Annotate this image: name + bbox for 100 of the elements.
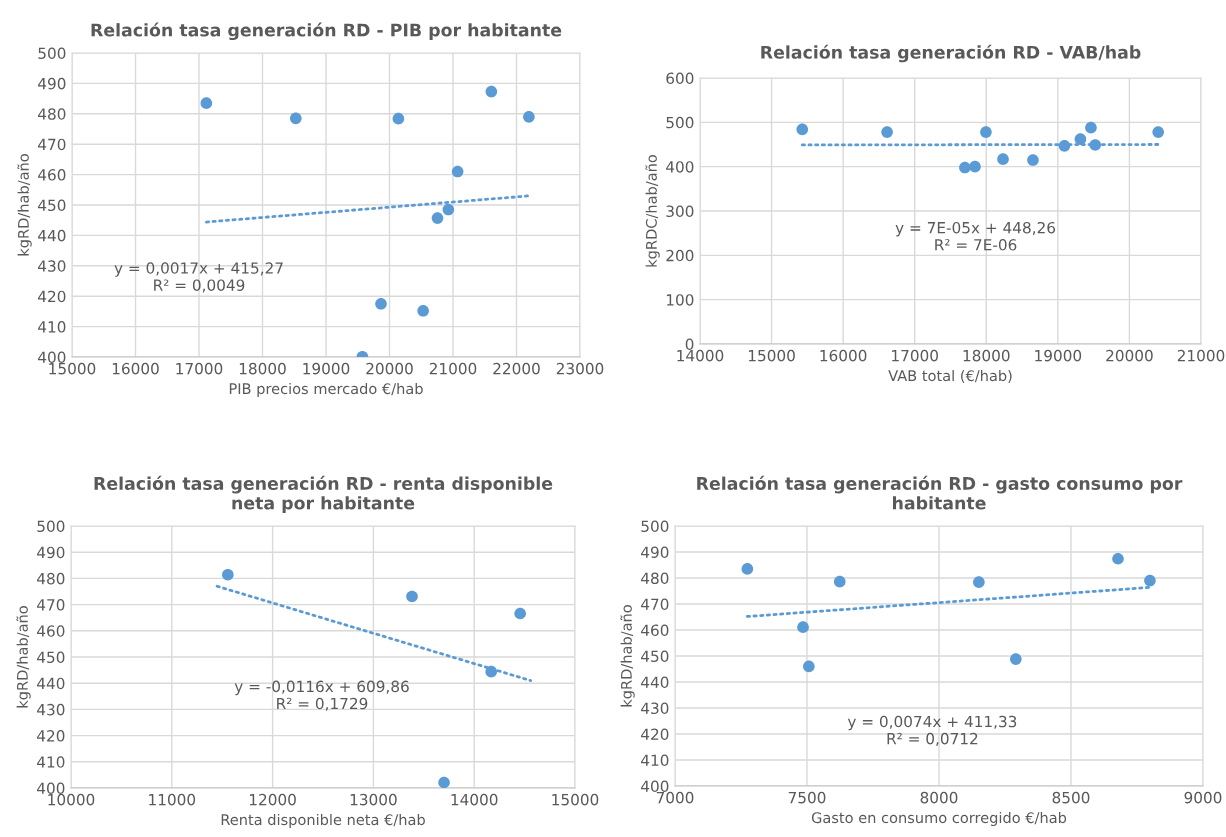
y-tick-label: 420 <box>37 730 65 742</box>
y-tick-label: 300 <box>666 205 694 218</box>
y-tick-label: 400 <box>37 782 65 795</box>
y-tick-label: 450 <box>37 651 65 664</box>
annotation: y = 0,0074x + 411,33 R² = 0,0712 <box>847 715 1017 746</box>
y-tick-label: 400 <box>641 780 669 793</box>
x-tick-label: 19000 <box>303 362 350 375</box>
x-tick-label: 14000 <box>677 349 724 362</box>
point <box>1085 121 1097 134</box>
point <box>523 111 535 123</box>
y-tick-label: 0 <box>685 338 694 351</box>
y-tick-label: 500 <box>37 520 65 533</box>
y-tick-label: 480 <box>38 108 66 120</box>
y-tick-label: 500 <box>666 116 694 129</box>
chart-title: Relación tasa generación RD - gasto consumo por habitante <box>697 475 1183 510</box>
y-tick-label: 440 <box>641 676 669 689</box>
y-tick-label: 470 <box>38 138 66 151</box>
y-tick-label: 460 <box>37 625 65 637</box>
point <box>1074 133 1087 145</box>
chart-title: Relación tasa generación RD - PIB por habitante <box>91 22 562 41</box>
y-tick-label: 410 <box>37 756 65 768</box>
point <box>1089 139 1102 151</box>
point <box>485 665 498 678</box>
point <box>1058 140 1071 152</box>
x-tick-label: 17000 <box>892 349 938 362</box>
x-axis-title: Gasto en consumo corregido €/hab <box>811 811 1067 827</box>
point <box>959 161 971 174</box>
x-tick-label: 20000 <box>366 362 413 375</box>
x-tick-label: 23000 <box>556 362 604 375</box>
x-tick-label: 16000 <box>112 362 159 375</box>
x-tick-label: 15000 <box>49 362 96 375</box>
point <box>1027 154 1039 166</box>
point <box>969 160 981 173</box>
x-axis-title: PIB precios mercado €/hab <box>229 382 423 398</box>
x-tick-label: 8500 <box>1052 791 1090 804</box>
y-tick-label: 430 <box>641 702 669 715</box>
y-tick-label: 430 <box>38 260 66 272</box>
point <box>741 563 754 575</box>
point <box>973 576 985 588</box>
x-tick-label: 18000 <box>963 349 1010 362</box>
point <box>514 607 526 620</box>
point <box>375 297 387 310</box>
y-tick-label: 430 <box>37 703 65 716</box>
y-tick-label: 480 <box>37 572 65 585</box>
x-tick-label: 15000 <box>552 793 599 806</box>
y-tick-label: 420 <box>38 290 66 303</box>
x-tick-label: 13000 <box>350 793 397 806</box>
point <box>833 575 846 588</box>
y-tick-label: 600 <box>666 72 694 85</box>
x-tick-label: 11000 <box>149 793 196 806</box>
point <box>200 97 213 109</box>
point <box>289 112 302 125</box>
point <box>1152 126 1165 138</box>
point <box>392 112 405 125</box>
y-tick-label: 440 <box>38 229 66 242</box>
point <box>222 568 234 581</box>
y-tick-label: 200 <box>666 249 694 262</box>
x-tick-label: 19000 <box>1035 349 1082 362</box>
x-tick-label: 8000 <box>920 791 958 804</box>
x-tick-label: 20000 <box>1106 349 1153 362</box>
y-tick-label: 470 <box>37 599 65 611</box>
y-axis-title: kgRDC/hab/año <box>645 154 660 267</box>
y-tick-label: 100 <box>666 294 694 306</box>
y-tick-label: 420 <box>641 728 669 741</box>
point <box>803 660 815 673</box>
annotation: y = 7E-05x + 448,26 R² = 7E-06 <box>895 221 1056 251</box>
point <box>1010 653 1022 665</box>
x-tick-label: 21000 <box>429 362 477 375</box>
y-axis-title: kgRD/hab/año <box>620 605 635 707</box>
point <box>797 621 809 633</box>
y-axis-title: kgRD/hab/año <box>17 154 32 256</box>
y-tick-label: 410 <box>641 754 669 767</box>
point <box>406 590 418 603</box>
point <box>1112 552 1124 565</box>
y-tick-label: 450 <box>38 199 66 212</box>
chart-title: Relación tasa generación RD - VAB/hab <box>761 44 1141 63</box>
x-tick-label: 12000 <box>249 793 296 806</box>
y-tick-label: 490 <box>38 77 66 90</box>
x-tick-label: 17000 <box>176 362 223 375</box>
x-tick-label: 16000 <box>820 349 867 362</box>
annotation: y = -0,0116x + 609,86 R² = 0,1729 <box>234 680 409 711</box>
point <box>997 153 1009 165</box>
y-tick-label: 500 <box>641 520 669 533</box>
x-tick-label: 15000 <box>748 349 795 362</box>
x-tick-label: 7000 <box>656 791 694 804</box>
y-tick-label: 400 <box>38 351 66 364</box>
x-tick-label: 7500 <box>788 791 826 804</box>
y-tick-label: 460 <box>38 169 66 181</box>
x-tick-label: 21000 <box>1177 349 1225 362</box>
point <box>417 304 429 317</box>
y-tick-label: 440 <box>37 677 65 690</box>
y-tick-label: 450 <box>641 650 669 663</box>
y-tick-label: 400 <box>666 161 694 173</box>
chart-title: Relación tasa generación RD - renta disponible neta por habitante <box>94 475 553 513</box>
x-tick-label: 14000 <box>451 793 498 806</box>
y-axis-title: kgRD/hab/año <box>16 606 31 708</box>
point <box>980 126 992 138</box>
point <box>796 123 809 136</box>
y-tick-label: 480 <box>641 572 669 585</box>
point <box>438 776 450 788</box>
